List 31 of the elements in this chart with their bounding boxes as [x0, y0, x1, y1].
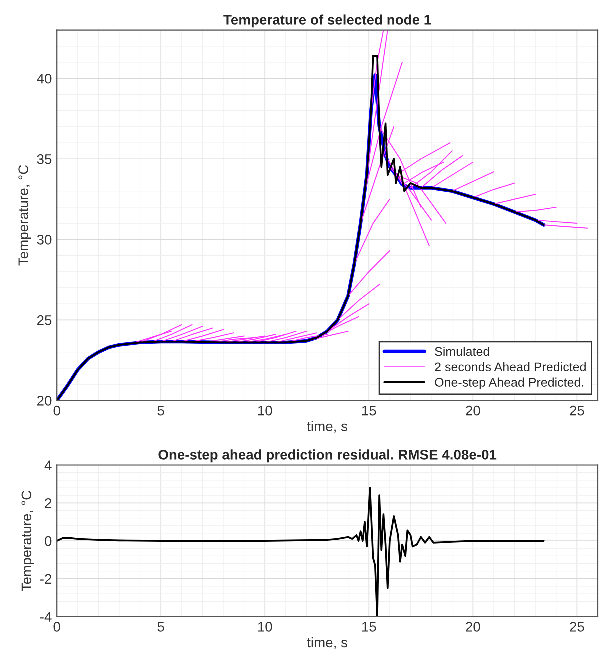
y-tick-label: 30	[37, 234, 52, 245]
y-tick-label: 0	[45, 536, 52, 546]
y-tick-label: 4	[44, 460, 52, 470]
y-tick-label: 25	[37, 315, 52, 326]
x-tick-label: 25	[570, 406, 584, 416]
x-tick-label: 20	[466, 406, 480, 416]
legend-label: 2 seconds Ahead Predicted	[435, 362, 586, 372]
y-tick-label: -4	[40, 612, 52, 622]
x-axis-title: time, s	[307, 637, 348, 650]
y-tick-label: 35	[37, 154, 52, 164]
x-tick-label: 10	[258, 622, 272, 632]
y-tick-label: 40	[37, 74, 52, 84]
x-tick-label: 10	[258, 406, 272, 416]
x-tick-label: 5	[158, 406, 164, 416]
x-tick-label: 25	[570, 622, 584, 632]
x-tick-label: 0	[54, 622, 60, 632]
y-tick-label: 2	[45, 498, 52, 508]
x-tick-label: 15	[362, 622, 376, 632]
y-axis-title: Temperature, °C	[18, 165, 32, 266]
y-tick-label: 20	[37, 396, 52, 406]
x-tick-label: 20	[466, 622, 480, 632]
y-axis-title: Temperature, °C	[22, 490, 34, 592]
x-tick-label: 0	[54, 406, 60, 416]
x-tick-label: 15	[362, 406, 376, 416]
chart-title: One-step ahead prediction residual. RMSE 4.08e-01	[158, 450, 497, 463]
x-axis-title: time, s	[307, 421, 348, 434]
legend-label: One-step Ahead Predicted.	[435, 378, 584, 390]
x-tick-label: 5	[158, 622, 164, 632]
chart-title: Temperature of selected node 1	[224, 14, 432, 28]
legend-label: Simulated	[435, 346, 490, 356]
y-tick-label: -2	[40, 574, 52, 584]
